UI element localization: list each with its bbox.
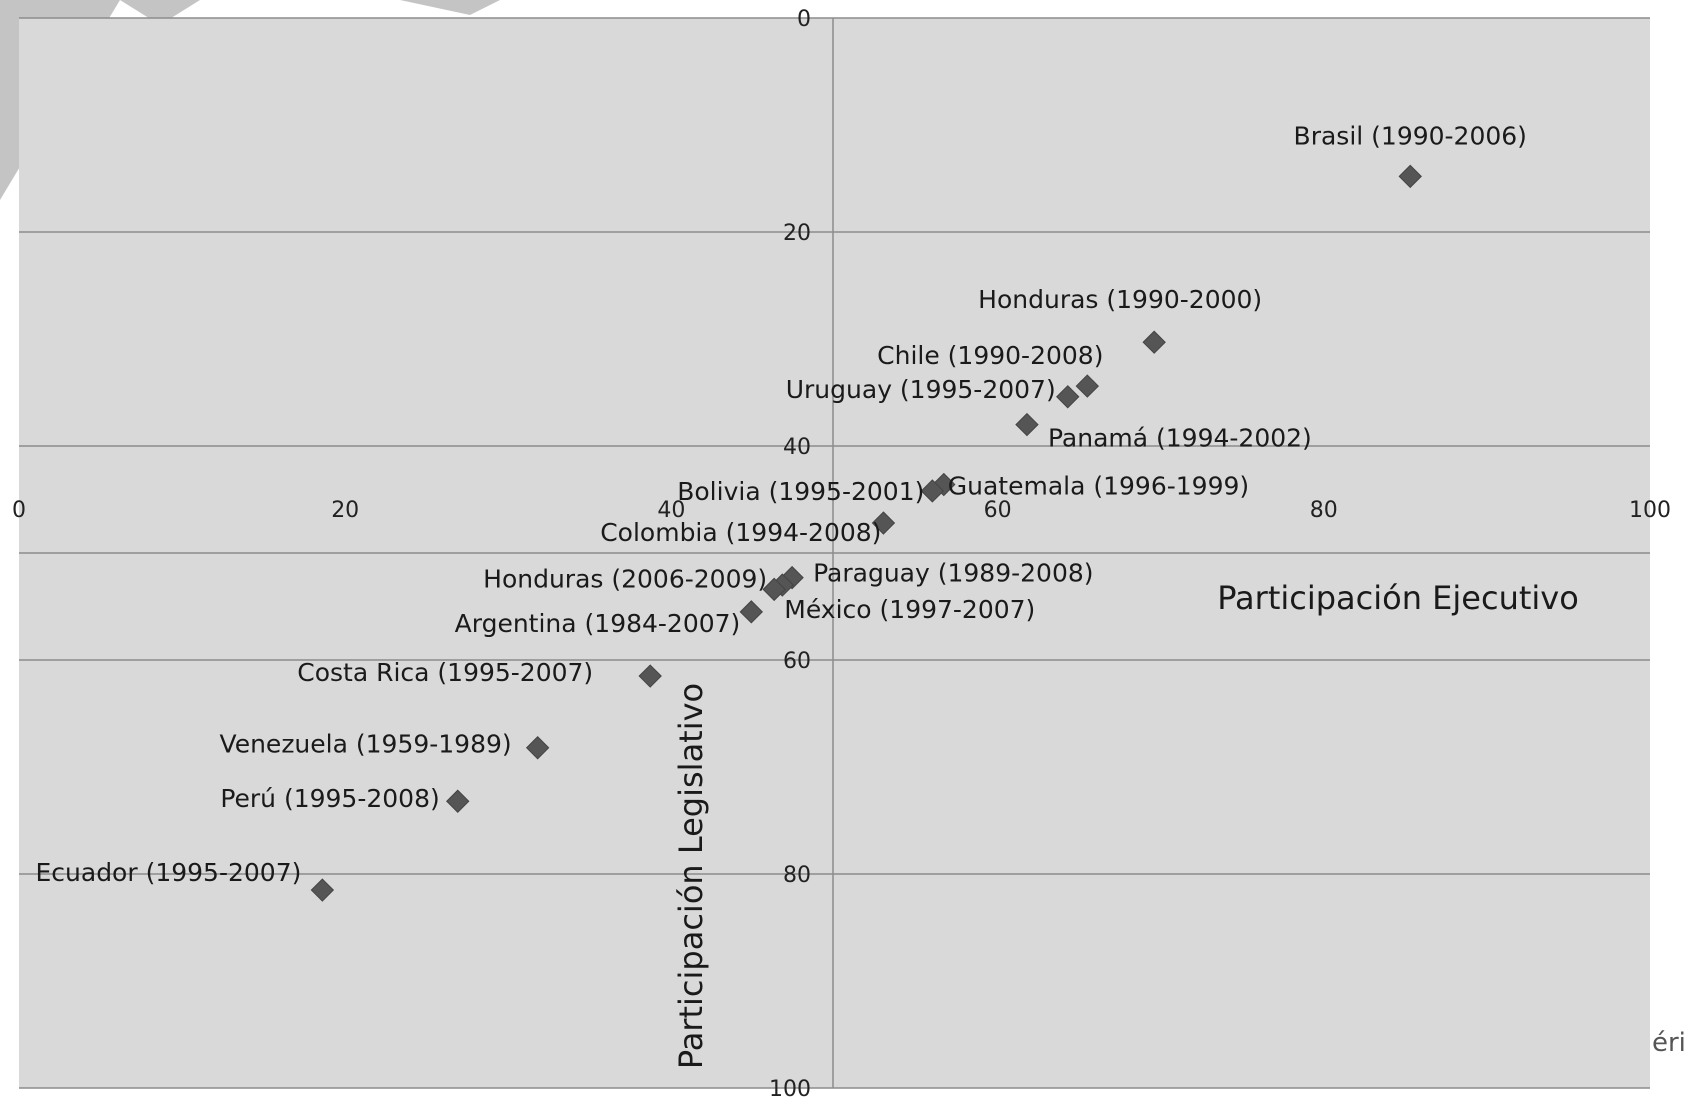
gridlines — [19, 17, 1650, 1089]
data-point-marker — [525, 736, 550, 760]
data-point-marker — [1398, 164, 1422, 189]
axes — [19, 18, 1650, 1088]
data-point-marker — [446, 789, 470, 813]
data-point-marker — [871, 511, 896, 535]
y-tick-label: 0 — [797, 7, 811, 32]
data-point-marker — [1015, 412, 1039, 437]
x-tick-label: 100 — [1629, 498, 1671, 523]
data-point-label: México (1997-2007) — [784, 595, 1035, 624]
data-point-label: Venezuela (1959-1989) — [220, 730, 512, 759]
point-labels: Brasil (1990-2006) Honduras (1990-2000) Ch… — [35, 121, 1526, 887]
data-point-label: Guatemala (1996-1999) — [948, 472, 1249, 501]
x-tick-label: 80 — [1310, 498, 1338, 523]
x-axis-title: Participación Ejecutivo — [1217, 579, 1579, 617]
data-point-marker — [1142, 330, 1166, 354]
y-tick-label: 60 — [783, 649, 811, 674]
data-point-marker — [762, 577, 786, 602]
data-point-label: Paraguay (1989-2008) — [813, 559, 1093, 588]
data-point-label: Ecuador (1995-2007) — [35, 858, 301, 887]
data-point-marker — [920, 479, 945, 503]
data-point-label: Uruguay (1995-2007) — [786, 375, 1056, 404]
data-point-label: Brasil (1990-2006) — [1294, 121, 1527, 150]
data-point-label: Perú (1995-2008) — [220, 784, 439, 813]
data-point-label: Honduras (2006-2009) — [483, 564, 767, 593]
data-point-label: Honduras (1990-2000) — [978, 285, 1262, 314]
data-points — [310, 164, 1422, 902]
tick-labels: 0 20 40 60 80 100 0 20 40 60 80 100 — [12, 7, 1671, 1099]
data-point-label: Panamá (1994-2002) — [1048, 424, 1312, 453]
y-tick-label: 80 — [783, 863, 811, 888]
y-tick-label: 100 — [769, 1077, 811, 1099]
y-axis-title: Participación Legislativo — [672, 683, 710, 1069]
x-tick-label: 0 — [12, 498, 26, 523]
y-tick-label: 20 — [783, 221, 811, 246]
data-point-marker — [310, 878, 335, 902]
y-tick-label: 40 — [783, 435, 811, 460]
data-point-marker — [1056, 385, 1080, 409]
x-tick-label: 60 — [984, 498, 1012, 523]
data-point-label: Bolivia (1995-2001) — [677, 477, 924, 506]
x-tick-label: 40 — [657, 498, 685, 523]
data-point-label: Argentina (1984-2007) — [455, 609, 741, 638]
data-point-label: Costa Rica (1995-2007) — [297, 658, 593, 687]
data-point-label: Chile (1990-2008) — [877, 341, 1103, 370]
data-point-marker — [1075, 374, 1100, 398]
edge-text-fragment: éri — [1652, 1028, 1686, 1058]
data-point-label: Colombia (1994-2008) — [600, 518, 881, 547]
x-tick-label: 20 — [331, 498, 359, 523]
data-point-marker — [638, 664, 662, 688]
data-point-marker — [739, 600, 764, 624]
